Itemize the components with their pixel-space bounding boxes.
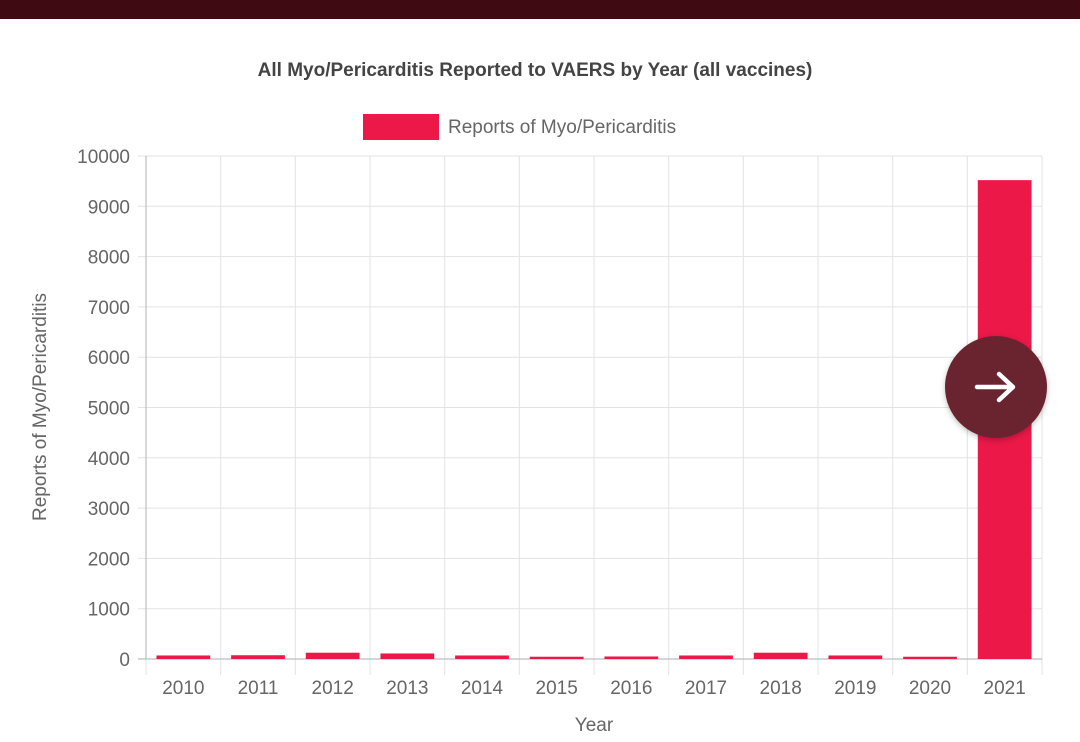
y-tick-label: 1000 xyxy=(88,600,130,621)
x-axis-title: Year xyxy=(575,715,614,736)
bar-2018[interactable] xyxy=(753,652,808,659)
y-tick-label: 7000 xyxy=(88,298,130,319)
x-tick-label: 2021 xyxy=(984,678,1026,699)
bar-2019[interactable] xyxy=(828,655,883,659)
bar-2012[interactable] xyxy=(305,652,360,659)
next-button[interactable] xyxy=(945,336,1047,438)
bar-2011[interactable] xyxy=(231,655,285,659)
grid xyxy=(138,155,1043,675)
x-tick-label: 2019 xyxy=(834,678,876,699)
y-tick-label: 8000 xyxy=(88,248,130,269)
y-tick-label: 0 xyxy=(119,650,130,671)
y-tick-label: 6000 xyxy=(88,348,130,369)
x-tick-label: 2011 xyxy=(238,678,279,699)
x-tick-label: 2014 xyxy=(461,678,504,699)
y-tick-label: 2000 xyxy=(88,549,130,570)
chart-title: All Myo/Pericarditis Reported to VAERS b… xyxy=(258,60,813,81)
legend[interactable]: Reports of Myo/Pericarditis xyxy=(363,114,676,140)
x-tick-label: 2015 xyxy=(536,678,578,699)
bar-2015[interactable] xyxy=(529,656,584,659)
y-axis-title: Reports of Myo/Pericarditis xyxy=(30,293,51,521)
bar-2010[interactable] xyxy=(156,655,211,659)
x-tick-label: 2020 xyxy=(909,678,951,699)
x-tick-label: 2018 xyxy=(760,678,802,699)
y-tick-label: 10000 xyxy=(77,147,130,168)
y-axis-ticks: 0 1000 2000 3000 4000 5000 6000 7000 8000 9000 100… xyxy=(77,147,130,671)
y-tick-label: 9000 xyxy=(88,197,130,218)
x-axis-ticks: 2010 2011 2012 2013 2014 2015 2016 2017 2018 2019… xyxy=(162,678,1026,699)
bar-2014[interactable] xyxy=(455,655,509,659)
legend-label: Reports of Myo/Pericarditis xyxy=(448,117,676,138)
x-tick-label: 2012 xyxy=(312,678,354,699)
bar-2016[interactable] xyxy=(604,656,659,659)
x-tick-label: 2017 xyxy=(685,678,727,699)
x-tick-label: 2010 xyxy=(162,678,204,699)
legend-swatch xyxy=(363,114,439,140)
x-tick-label: 2013 xyxy=(386,678,428,699)
y-tick-label: 5000 xyxy=(88,399,130,420)
y-tick-label: 3000 xyxy=(88,499,130,520)
bar-2020[interactable] xyxy=(903,656,957,659)
x-tick-label: 2016 xyxy=(610,678,652,699)
y-tick-label: 4000 xyxy=(88,449,130,470)
bar-2017[interactable] xyxy=(679,655,733,659)
header-bar xyxy=(0,0,1080,19)
bar-2013[interactable] xyxy=(380,653,435,659)
arrow-right-icon xyxy=(974,371,1016,403)
